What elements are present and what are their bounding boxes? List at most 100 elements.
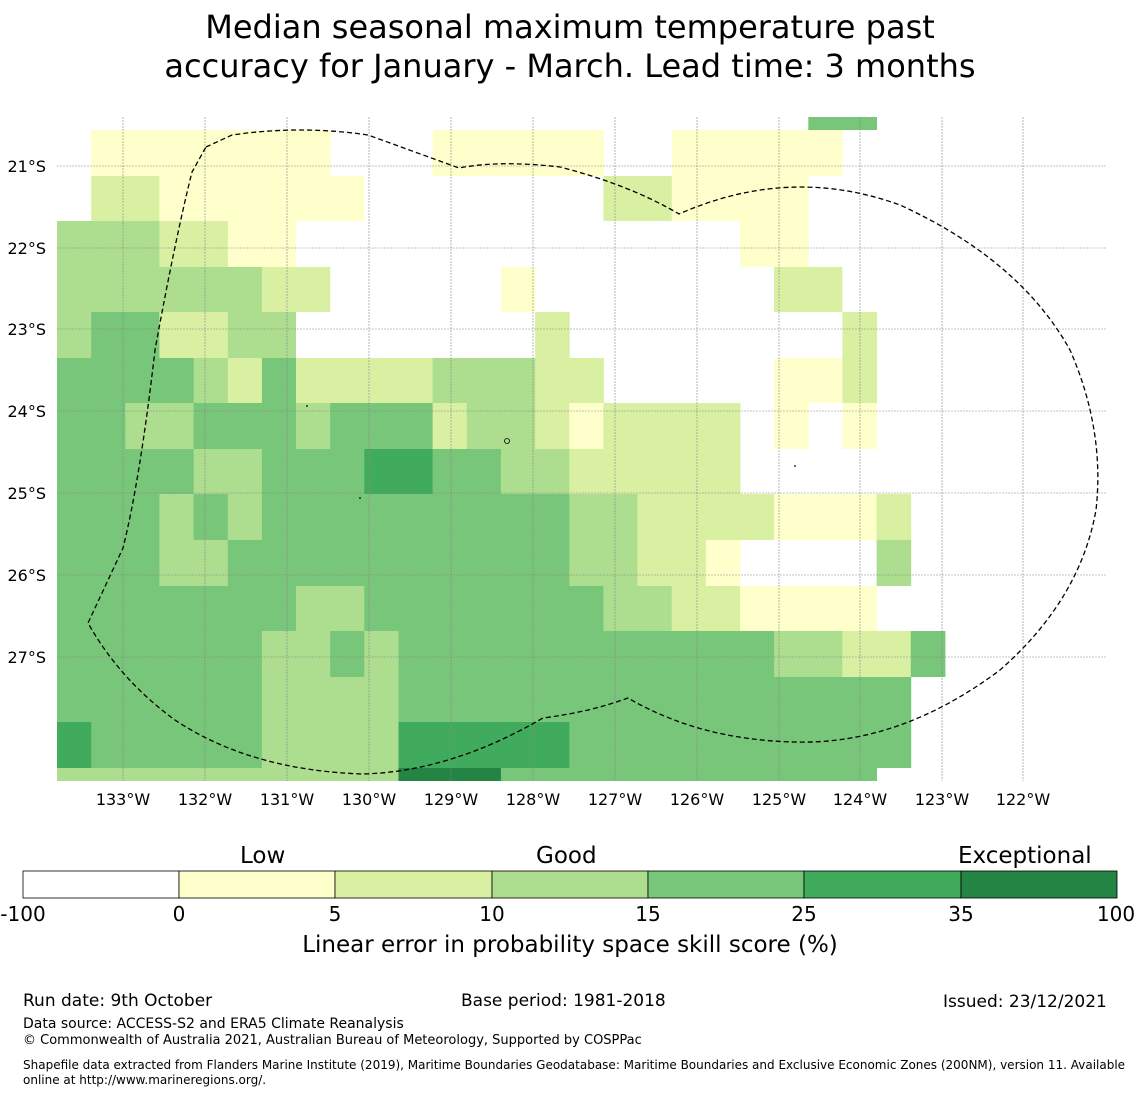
- grid-cell: [227, 267, 263, 312]
- island-marker: [306, 405, 308, 407]
- grid-cell: [57, 130, 92, 176]
- grid-cell: [227, 358, 263, 403]
- legend-category-exceptional: Exceptional: [958, 843, 1092, 869]
- grid-cell: [193, 540, 229, 586]
- grid-cell: [705, 722, 741, 768]
- grid-cell: [808, 358, 843, 403]
- grid-cell: [603, 722, 638, 768]
- grid-cell: [125, 267, 160, 312]
- grid-cell: [296, 768, 331, 781]
- grid-cell: [432, 130, 468, 176]
- grid-cell: [125, 449, 160, 494]
- grid-cell: [740, 677, 775, 722]
- grid-cell: [330, 677, 365, 722]
- grid-cell: [91, 312, 126, 358]
- grid-cell: [432, 358, 468, 403]
- grid-cell: [261, 722, 297, 768]
- grid-cell: [466, 449, 502, 494]
- grid-cell: [296, 677, 331, 722]
- grid-cell: [774, 358, 809, 403]
- title-line-2: accuracy for January - March. Lead time:…: [164, 47, 976, 85]
- grid-cell: [193, 586, 229, 631]
- grid-cell: [330, 540, 365, 586]
- grid-cell: [91, 540, 126, 586]
- grid-cell: [705, 586, 741, 631]
- grid-cell: [57, 312, 92, 358]
- grid-cell: [193, 358, 229, 403]
- grid-cell: [57, 722, 92, 768]
- grid-cell: [227, 176, 263, 221]
- grid-cell: [432, 403, 468, 449]
- grid-cell: [159, 312, 194, 358]
- grid-cell: [569, 403, 604, 449]
- grid-cell: [500, 631, 536, 677]
- grid-cell: [671, 403, 707, 449]
- grid-cell: [261, 358, 297, 403]
- grid-cell: [91, 358, 126, 403]
- lon-tick-label: 130°W: [342, 790, 397, 809]
- grid-cell: [774, 267, 809, 312]
- grid-cell: [261, 540, 297, 586]
- grid-cell: [296, 631, 331, 677]
- grid-cell: [125, 130, 160, 176]
- grid-cell: [159, 449, 194, 494]
- copyright: © Commonwealth of Australia 2021, Austra…: [23, 1033, 642, 1048]
- grid-cell: [603, 449, 638, 494]
- lat-tick-label: 23°S: [7, 320, 46, 339]
- colorbar-swatch: [491, 870, 649, 899]
- grid-cell: [535, 768, 570, 781]
- grid-cell: [364, 677, 399, 722]
- grid-cell: [876, 631, 912, 677]
- grid-cell: [57, 586, 92, 631]
- grid-cell: [500, 267, 536, 312]
- grid-cell: [569, 449, 604, 494]
- legend-category-good: Good: [536, 843, 597, 869]
- grid-cell: [808, 130, 843, 176]
- grid-cell: [91, 403, 126, 449]
- grid-cell: [774, 130, 809, 176]
- colorbar-tick: 5: [328, 902, 342, 926]
- grid-cell: [774, 221, 809, 267]
- grid-cell: [774, 677, 809, 722]
- grid-cell: [500, 586, 536, 631]
- grid-cell: [57, 117, 92, 130]
- grid-cell: [705, 130, 741, 176]
- grid-cell: [125, 176, 160, 221]
- grid-cell: [398, 494, 434, 540]
- grid-cell: [500, 358, 536, 403]
- grid-cell: [330, 586, 365, 631]
- grid-cell: [57, 267, 92, 312]
- grid-cell: [535, 358, 570, 403]
- grid-cell: [569, 540, 604, 586]
- lon-tick-label: 125°W: [752, 790, 807, 809]
- grid-cell: [569, 494, 604, 540]
- grid-cell: [740, 768, 775, 781]
- shapefile-credit: Shapefile data extracted from Flanders M…: [23, 1058, 1126, 1087]
- grid-cell: [296, 312, 331, 358]
- grid-cell: [296, 722, 331, 768]
- grid-cell: [91, 586, 126, 631]
- grid-cell: [432, 631, 468, 677]
- grid-cell: [57, 176, 92, 221]
- lon-tick-label: 122°W: [996, 790, 1051, 809]
- grid-cell: [569, 631, 604, 677]
- grid-cell: [808, 768, 843, 781]
- grid-cell: [159, 677, 194, 722]
- grid-cell: [125, 586, 160, 631]
- lon-tick-label: 123°W: [915, 790, 970, 809]
- grid-cell: [159, 221, 194, 267]
- grid-cell: [398, 677, 434, 722]
- grid-cell: [500, 449, 536, 494]
- grid-cell: [125, 631, 160, 677]
- grid-cell: [705, 631, 741, 677]
- grid-cell: [569, 586, 604, 631]
- grid-cell: [535, 130, 570, 176]
- grid-cell: [774, 586, 809, 631]
- grid-cell: [808, 677, 843, 722]
- lon-tick-label: 126°W: [670, 790, 725, 809]
- grid-cell: [193, 221, 229, 267]
- grid-cell: [57, 358, 92, 403]
- grid-cell: [603, 768, 638, 781]
- grid-cell: [432, 494, 468, 540]
- grid-cell: [330, 117, 365, 130]
